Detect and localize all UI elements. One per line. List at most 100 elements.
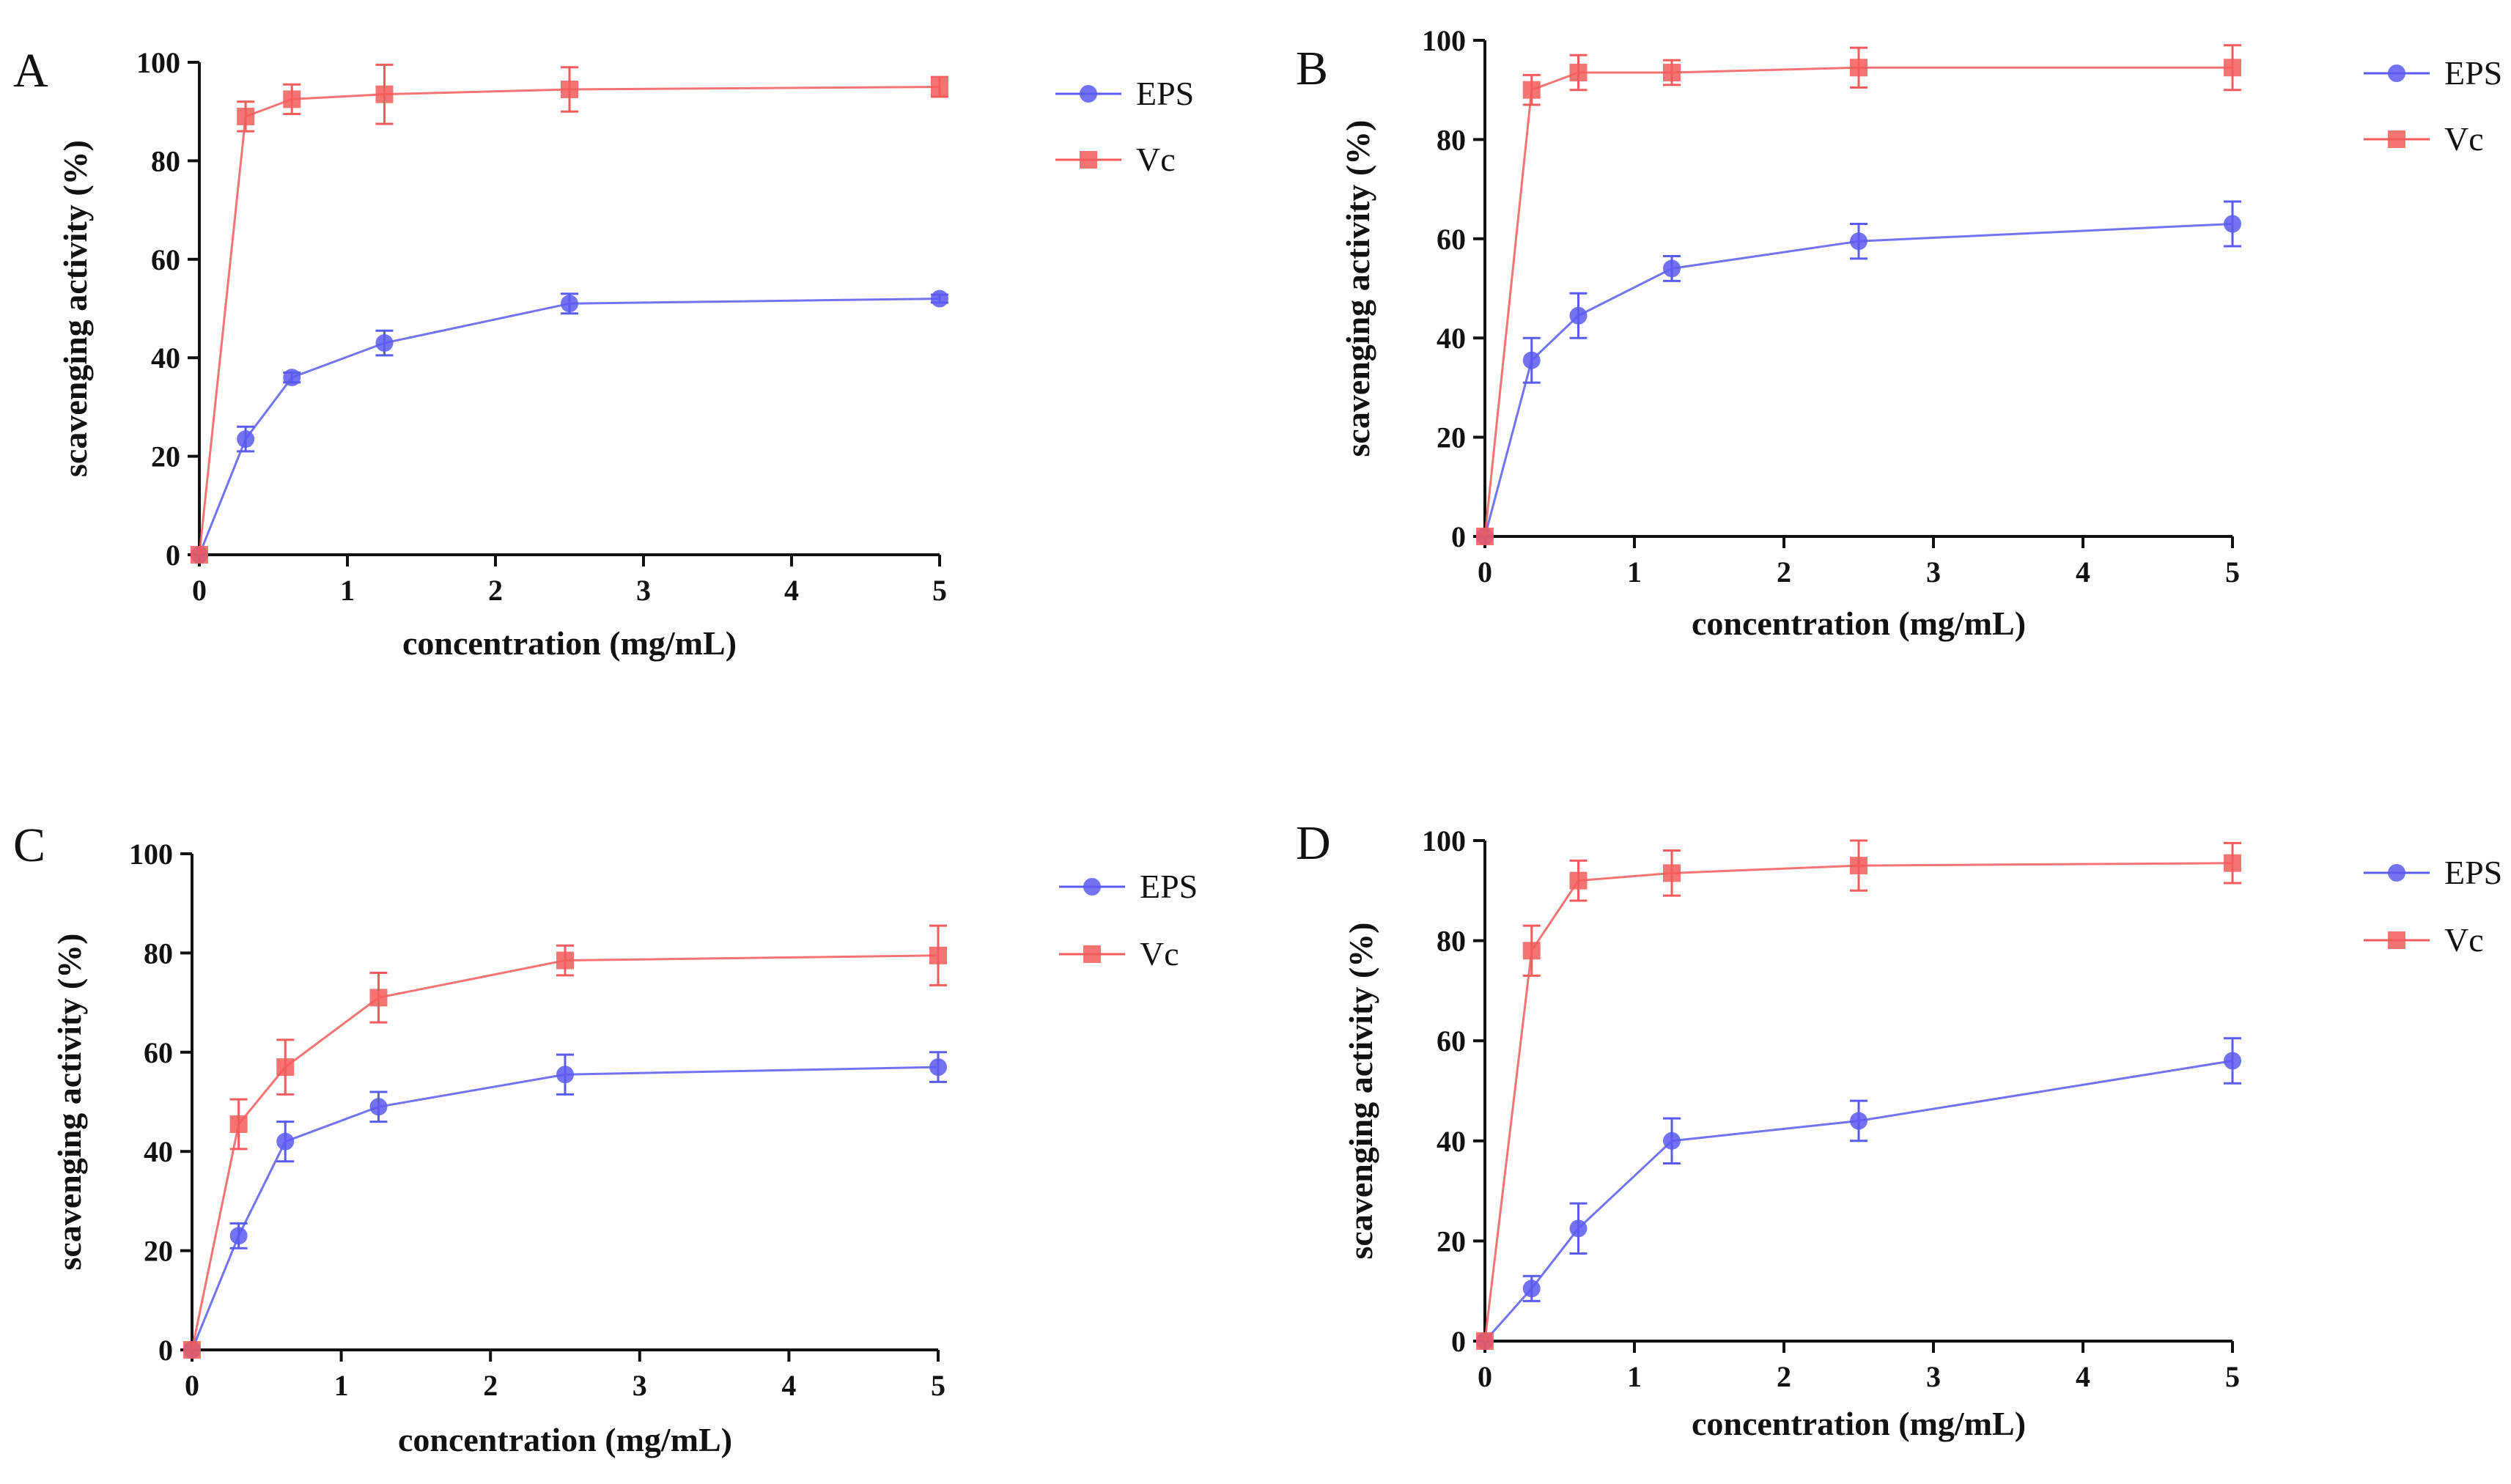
data-point-eps (929, 1058, 947, 1077)
data-point-vc (1569, 64, 1588, 82)
y-tick-label: 20 (1437, 421, 1466, 454)
panel-letter: A (13, 44, 48, 97)
data-point-vc (931, 78, 948, 96)
panel-letter: C (13, 819, 45, 872)
x-tick-label: 1 (1627, 1360, 1642, 1393)
x-axis-title: concentration (mg/mL) (1692, 1405, 2026, 1442)
data-point-eps (2224, 1052, 2241, 1070)
x-tick-label: 5 (931, 1369, 945, 1402)
y-tick-label: 0 (1451, 1325, 1466, 1358)
panel-d: D 0 1 2 3 4 5 0 20 40 60 80 100 concentration (mg/mL)… (1296, 816, 2502, 1442)
y-tick-label: 20 (144, 1235, 173, 1268)
x-tick-label: 0 (192, 574, 207, 607)
data-point-eps (931, 289, 948, 308)
series-eps (191, 289, 948, 564)
legend-marker-vc (2388, 130, 2405, 148)
x-tick-label: 5 (2225, 1360, 2240, 1393)
data-point-vc (283, 90, 301, 108)
data-point-vc (929, 946, 947, 964)
panel-b: B 0 1 2 3 4 5 0 20 40 60 80 100 concentration (mg/mL)… (1296, 24, 2502, 642)
x-tick-label: 3 (1926, 1360, 1941, 1393)
x-tick-label: 3 (636, 574, 651, 607)
data-point-vc (1476, 1332, 1494, 1350)
data-point-vc (1522, 81, 1541, 99)
series-vc (191, 63, 948, 564)
data-point-vc (1522, 942, 1541, 960)
data-point-vc (1569, 871, 1588, 890)
x-tick-label: 1 (1627, 555, 1642, 588)
y-tick-label: 40 (151, 342, 180, 374)
series-line-eps (1483, 222, 2233, 537)
panel-a: A 0 1 2 3 4 5 0 20 40 60 80 100 concentration (mg/mL)… (13, 44, 1194, 662)
y-tick-label: 100 (1422, 24, 1466, 57)
data-point-eps (1663, 1132, 1681, 1150)
data-point-eps (556, 1066, 574, 1084)
data-point-vc (1850, 857, 1867, 875)
legend: EPS Vc (1055, 75, 1194, 178)
y-axis-title: scavenging activity (%) (1339, 120, 1376, 457)
x-tick-label: 0 (185, 1369, 199, 1402)
series-line-eps (198, 298, 940, 555)
series-vc (1476, 839, 2241, 1350)
data-point-eps (375, 334, 394, 352)
data-point-vc (556, 951, 574, 970)
x-axis-title: concentration (mg/mL) (402, 624, 737, 662)
series-eps (1476, 1037, 2241, 1350)
x-tick-label: 4 (781, 1369, 796, 1402)
data-point-vc (375, 85, 394, 103)
y-tick-label: 20 (1437, 1225, 1466, 1258)
data-point-vc (561, 80, 578, 98)
y-tick-label: 60 (1437, 1025, 1466, 1057)
legend-label-eps: EPS (1140, 868, 1198, 905)
x-axis-title: concentration (mg/mL) (1692, 605, 2026, 642)
legend-label-vc: Vc (2444, 921, 2484, 959)
legend-label-vc: Vc (1140, 935, 1179, 972)
y-tick-label: 40 (1437, 322, 1466, 355)
data-point-eps (237, 430, 255, 448)
data-point-eps (229, 1227, 248, 1245)
y-axis-title: scavenging activity (%) (1342, 923, 1379, 1260)
x-tick-label: 5 (2225, 555, 2240, 588)
y-tick-label: 80 (144, 937, 173, 970)
x-tick-label: 2 (483, 1369, 498, 1402)
y-tick-label: 40 (1437, 1125, 1466, 1158)
panel-c: C 0 1 2 3 4 5 0 20 40 60 80 100 concentration (mg/mL)… (13, 819, 1198, 1458)
legend-marker-eps (2388, 864, 2405, 882)
legend-label-vc: Vc (2444, 120, 2484, 158)
series-line-eps (1483, 1060, 2233, 1342)
x-tick-label: 0 (1478, 1360, 1492, 1393)
legend-marker-vc (1080, 151, 1097, 169)
legend-marker-eps (1080, 85, 1097, 103)
data-point-vc (1476, 528, 1494, 545)
legend-label-eps: EPS (2444, 854, 2502, 891)
data-point-eps (1569, 1219, 1588, 1238)
data-point-vc (369, 989, 388, 1007)
data-point-eps (1850, 1112, 1867, 1130)
data-point-eps (561, 295, 578, 313)
legend: EPS Vc (2364, 854, 2502, 959)
data-point-vc (276, 1058, 295, 1077)
data-point-eps (1522, 351, 1541, 369)
data-point-eps (1850, 232, 1867, 251)
x-tick-label: 4 (2076, 555, 2090, 588)
x-tick-label: 1 (334, 1369, 349, 1402)
x-tick-label: 2 (488, 574, 503, 607)
legend-marker-vc (1083, 945, 1101, 963)
data-point-eps (2224, 215, 2241, 233)
series-line-vc (1483, 862, 2233, 1342)
legend-marker-eps (1083, 878, 1101, 896)
data-point-vc (1663, 64, 1681, 82)
x-tick-label: 3 (1926, 555, 1941, 588)
y-axis-title: scavenging activity (%) (56, 140, 94, 477)
legend-label-vc: Vc (1136, 141, 1176, 178)
x-tick-label: 0 (1478, 555, 1492, 588)
series-eps (183, 1051, 947, 1359)
data-point-vc (237, 107, 255, 125)
series-line-vc (1483, 66, 2232, 537)
y-tick-label: 100 (129, 838, 173, 871)
series-line-vc (198, 86, 940, 555)
series-line-eps (191, 1066, 939, 1351)
data-point-eps (1522, 1280, 1541, 1298)
data-point-eps (283, 369, 301, 387)
